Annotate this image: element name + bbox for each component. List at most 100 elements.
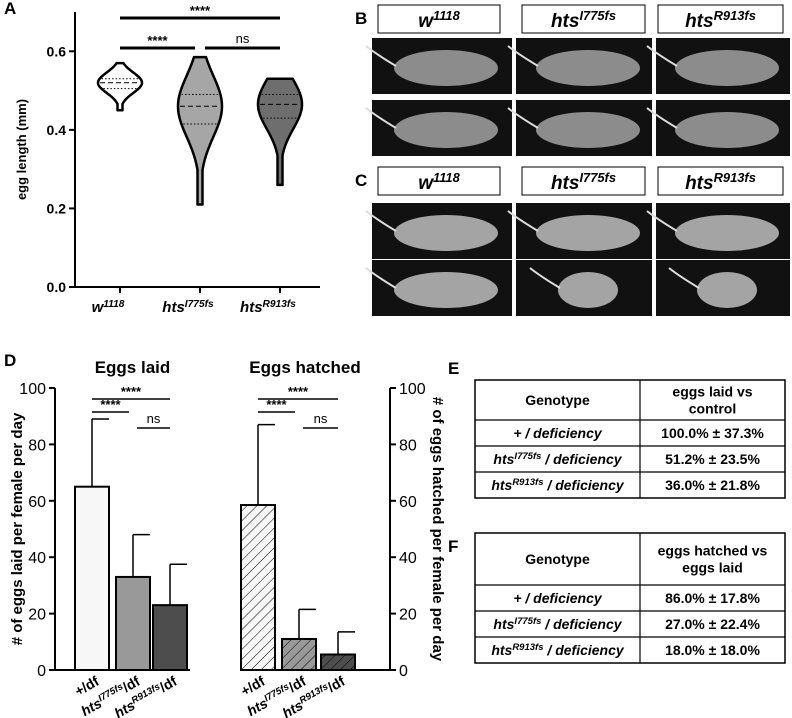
egg-filament [668,267,700,289]
genotype-suffix: / deficiency [544,642,625,658]
y-axis-label: # of eggs laid per female per day [9,412,26,645]
genotype-sup: R913fs [714,8,756,23]
y-tick-label: 20 [28,607,46,624]
panel-label: E [448,359,459,378]
genotype-suffix: /df [245,673,268,696]
egg-filament [507,210,539,232]
photo-header-box [521,166,646,196]
egg-filament [365,210,397,232]
violin-body [96,61,144,112]
table-header: eggs laid [682,560,743,576]
genotype-suffix: / deficiency [544,477,625,493]
egg [536,112,640,148]
egg [675,50,779,86]
table-header: control [689,401,736,417]
table-cell: 51.2% ± 23.5% [665,451,760,467]
genotype-sup: I775fs [514,451,541,462]
genotype-sup: R913fs [263,299,297,310]
y-tick-label: 0 [37,663,46,680]
y-tick-label: 0.2 [47,200,67,216]
genotype-base: hts [491,642,512,658]
egg [394,50,498,86]
genotype-label: htsI775fs / deficiency [493,451,622,468]
genotype-base: w [418,11,434,32]
egg [675,215,779,251]
genotype-sup: I775fs [514,616,541,627]
genotype-label: htsR913fs / deficiency [491,642,625,659]
y-axis-label: egg length (mm) [14,99,29,200]
genotype-base: hts [78,695,104,718]
photo-header-box [521,4,646,34]
egg [394,272,498,308]
genotype-label: htsR913fs/df [111,672,180,718]
genotype-label: htsR913fs [240,299,296,317]
table-header: eggs laid vs [672,384,752,400]
genotype-base: + / deficiency [513,425,603,441]
bar [115,575,151,671]
photo-header-box [377,4,501,34]
genotype-base: hts [491,477,512,493]
genotype-label: htsR913fs [685,8,756,33]
egg [536,215,640,251]
significance-label: ns [314,411,328,426]
significance-label: **** [190,3,211,18]
genotype-base: hts [551,11,580,32]
genotype-sup: 1118 [103,299,124,310]
genotype-label: htsR913fs / deficiency [491,477,625,494]
y-tick-label: 0.4 [47,122,67,138]
genotype-suffix: /df [157,673,180,696]
genotype-suffix: / deficiency [541,451,622,467]
y-tick-label: 80 [28,437,46,454]
bar [320,653,356,671]
genotype-base: + / deficiency [513,590,603,606]
photo-header-box [657,4,784,34]
genotype-label: htsR913fs [685,170,756,195]
egg-filament [646,107,678,129]
violin-body [176,55,224,206]
egg-filament [507,45,539,67]
egg-filament [529,267,561,289]
y-tick-label: 0 [399,663,408,680]
egg [394,215,498,251]
genotype-sup: I775fs [185,299,214,310]
genotype-suffix: /df [325,673,348,696]
genotype-suffix: / deficiency [541,616,622,632]
table-cell: 27.0% ± 22.4% [665,616,760,632]
y-tick-label: 60 [399,494,417,511]
significance-label: **** [147,33,168,48]
genotype-base: hts [240,299,263,316]
genotype-base: w [92,299,105,316]
y-tick-label: 80 [399,437,417,454]
significance-label: ns [147,411,161,426]
genotype-sup: 1118 [433,8,461,23]
egg [675,112,779,148]
genotype-label: w1118 [418,170,460,195]
y-tick-label: 0.0 [47,279,67,295]
significance-label: **** [121,384,142,399]
table-cell: 36.0% ± 21.8% [665,477,760,493]
genotype-label: + / deficiency [513,425,603,441]
violin-body [256,77,304,187]
egg-filament [646,45,678,67]
genotype-base: hts [244,695,270,718]
y-tick-label: 60 [28,494,46,511]
genotype-label: htsI775fs [162,299,214,317]
y-tick-label: 40 [28,550,46,567]
bar [281,637,317,671]
significance-label: ns [236,31,250,46]
egg-filament [365,107,397,129]
genotype-label: w1118 [92,299,125,317]
genotype-base: hts [685,173,714,194]
genotype-sup: I775fs [579,170,616,185]
table-cell: 100.0% ± 37.3% [661,425,764,441]
genotype-label: + / deficiency [513,590,603,606]
genotype-label: htsI775fs [551,8,616,33]
significance-label: **** [266,397,287,412]
bar [152,604,188,672]
table-header: Genotype [525,551,590,567]
genotype-sup: R913fs [512,477,543,488]
panel-label: F [448,537,458,556]
genotype-base: hts [685,11,714,32]
